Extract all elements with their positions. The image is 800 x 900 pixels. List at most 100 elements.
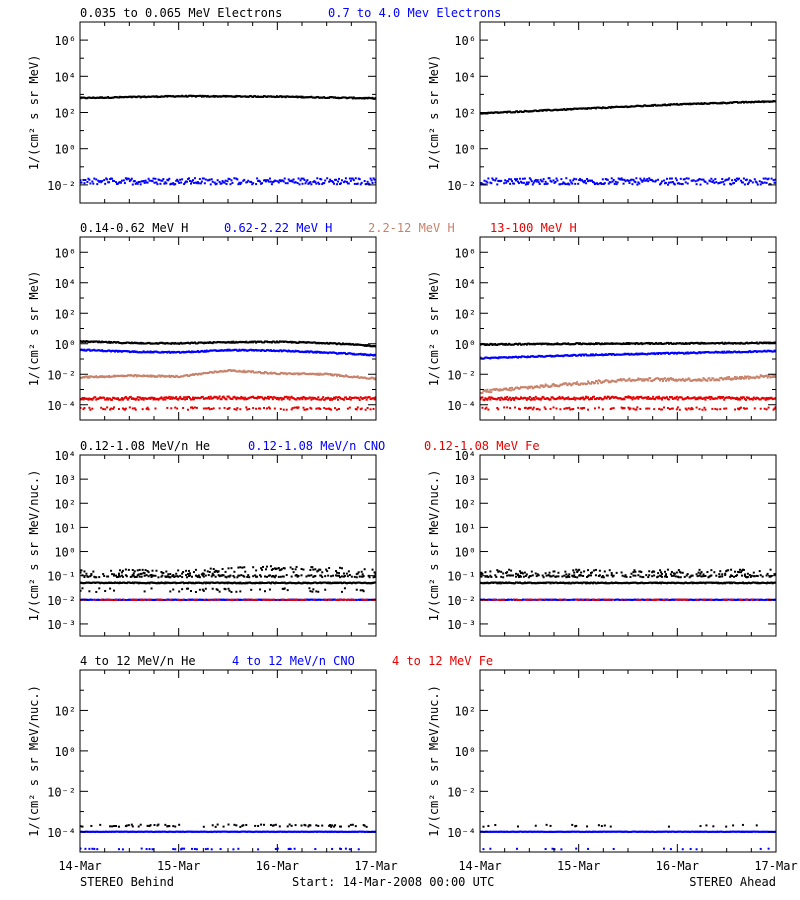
data-point	[314, 568, 317, 571]
data-point	[327, 574, 330, 577]
data-point	[177, 569, 180, 572]
data-point	[526, 387, 529, 390]
data-point	[221, 567, 224, 570]
data-point	[568, 183, 571, 186]
data-point	[109, 587, 112, 590]
data-point	[121, 569, 124, 572]
data-point	[743, 375, 746, 378]
data-point	[507, 398, 510, 401]
data-point	[251, 598, 254, 601]
data-point	[247, 574, 250, 577]
data-point	[246, 181, 249, 184]
data-point	[286, 589, 289, 592]
data-point	[113, 574, 116, 577]
data-point	[216, 179, 219, 182]
data-point	[481, 396, 484, 399]
data-point	[210, 178, 213, 181]
data-point	[336, 396, 339, 399]
data-point	[301, 398, 304, 401]
data-point	[756, 183, 759, 186]
data-point	[512, 396, 515, 399]
data-point	[538, 386, 541, 389]
data-point	[497, 357, 500, 360]
data-point	[228, 396, 231, 399]
data-point	[698, 178, 701, 181]
data-point	[338, 373, 340, 376]
data-point	[320, 598, 323, 601]
data-point	[641, 180, 644, 183]
data-point	[496, 183, 499, 186]
data-point	[295, 574, 298, 577]
data-point	[202, 575, 205, 578]
data-point	[108, 340, 111, 343]
data-point	[550, 180, 553, 183]
data-point	[134, 408, 137, 411]
data-point	[525, 386, 528, 389]
data-point	[227, 395, 230, 398]
data-point	[538, 408, 541, 411]
data-point	[541, 180, 544, 183]
data-point	[189, 397, 192, 400]
data-point	[137, 398, 140, 401]
data-point	[223, 406, 226, 409]
data-point	[699, 342, 702, 345]
data-point	[338, 177, 340, 180]
data-point	[131, 407, 134, 410]
data-point	[194, 590, 197, 593]
data-point	[208, 571, 211, 574]
data-point	[584, 397, 587, 400]
data-point	[265, 575, 268, 578]
data-point	[364, 396, 367, 399]
data-point	[323, 182, 326, 185]
data-point	[492, 178, 495, 181]
data-point	[337, 180, 340, 183]
data-point	[583, 181, 586, 184]
data-point	[285, 395, 288, 398]
data-point	[675, 395, 678, 398]
data-point	[317, 181, 320, 184]
data-point	[207, 574, 210, 577]
data-point	[98, 576, 101, 579]
data-point	[141, 396, 144, 399]
data-point	[683, 178, 686, 181]
data-point	[596, 382, 599, 385]
data-point	[546, 384, 549, 387]
data-point	[162, 398, 165, 401]
data-point	[260, 575, 263, 578]
data-point	[747, 396, 750, 399]
series-row3-behind-4	[79, 587, 365, 594]
data-point	[743, 397, 746, 400]
data-point	[200, 180, 203, 183]
data-point	[351, 97, 354, 100]
data-point	[731, 179, 734, 182]
data-point	[91, 398, 94, 401]
data-point	[590, 354, 593, 357]
data-point	[490, 342, 493, 345]
data-point	[212, 407, 215, 410]
data-point	[104, 599, 107, 602]
data-point	[764, 398, 767, 401]
data-point	[247, 179, 250, 182]
data-point	[140, 575, 143, 578]
data-point	[267, 397, 270, 400]
data-point	[204, 574, 207, 577]
data-point	[231, 341, 234, 344]
data-point	[536, 179, 539, 182]
data-point	[709, 180, 712, 183]
data-point	[181, 572, 184, 575]
data-point	[369, 177, 372, 180]
data-point	[678, 408, 681, 411]
data-point	[306, 408, 309, 411]
data-point	[302, 177, 305, 180]
data-point	[283, 587, 286, 590]
data-point	[555, 177, 558, 180]
data-point	[131, 598, 134, 601]
data-point	[157, 598, 160, 601]
data-point	[734, 178, 737, 181]
data-point	[146, 181, 149, 184]
data-point	[175, 396, 178, 399]
data-point	[518, 387, 521, 390]
data-point	[715, 181, 718, 184]
data-point	[166, 406, 169, 409]
